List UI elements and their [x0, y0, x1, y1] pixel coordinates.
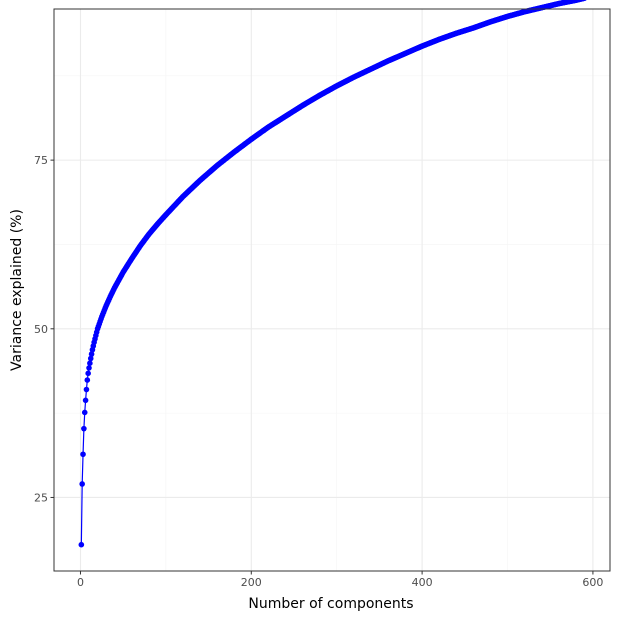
data-point [582, 0, 587, 2]
plot-panel-border [53, 8, 611, 572]
x-tick-label: 0 [77, 576, 84, 589]
data-point [84, 377, 91, 383]
y-axis-title: Variance explained (%) [9, 209, 25, 371]
x-tick-label: 400 [412, 576, 433, 589]
x-axis-ticks: 0 200 400 600 [77, 571, 603, 589]
data-point [87, 360, 93, 367]
data-point [82, 397, 89, 404]
data-series [78, 0, 587, 548]
y-axis-ticks: 25 50 75 [34, 154, 54, 504]
y-tick-label: 75 [34, 154, 48, 167]
x-tick-label: 600 [582, 576, 603, 589]
data-point [80, 451, 86, 458]
data-point [83, 386, 90, 393]
data-point [86, 365, 92, 371]
x-axis-title: Number of components [248, 596, 413, 612]
data-point [79, 481, 85, 487]
data-point [88, 351, 95, 357]
data-point [78, 541, 85, 548]
x-tick-label: 200 [241, 576, 262, 589]
major-gridlines [54, 9, 610, 571]
y-tick-label: 25 [34, 491, 48, 504]
y-tick-label: 50 [34, 323, 48, 336]
minor-gridlines [54, 9, 610, 571]
data-point [81, 425, 87, 432]
data-point [87, 355, 94, 362]
data-point [81, 409, 88, 416]
data-point [85, 370, 91, 377]
